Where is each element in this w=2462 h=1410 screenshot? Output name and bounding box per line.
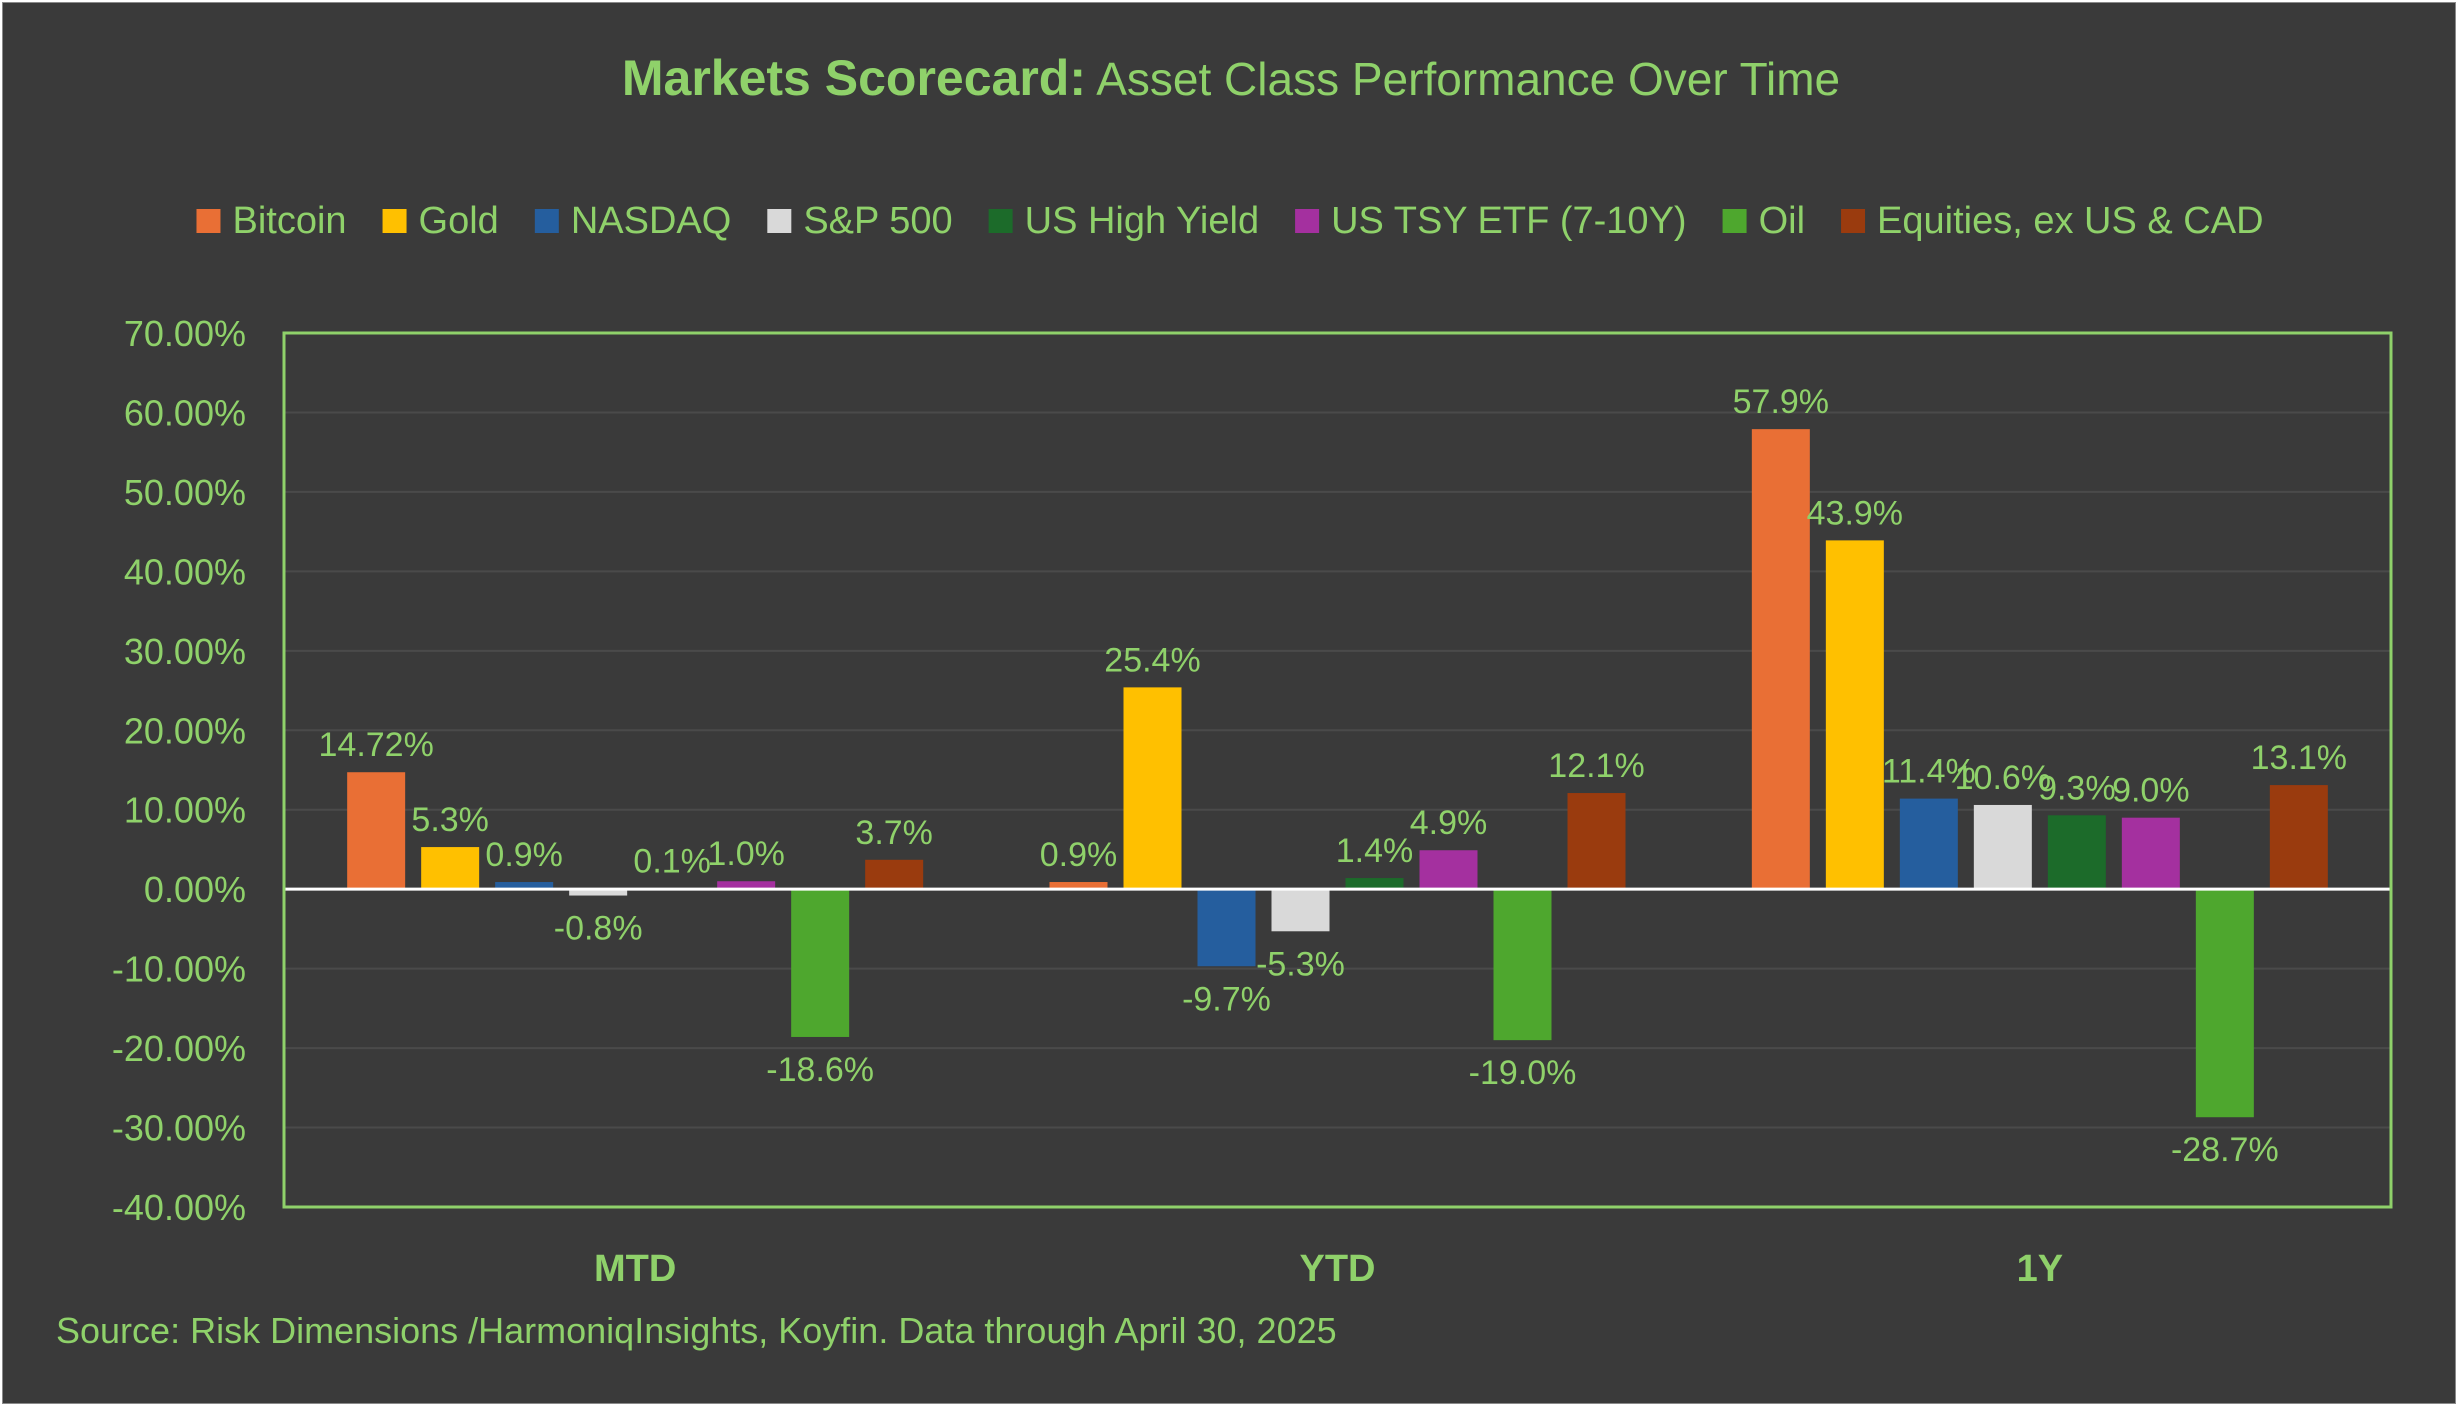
x-category-label: 1Y (2017, 1248, 2063, 1290)
data-label: 57.9% (1733, 383, 1829, 421)
legend-item: NASDAQ (534, 200, 731, 242)
data-label: 1.0% (707, 835, 785, 873)
chart-title-rest: Asset Class Performance Over Time (1086, 53, 1840, 105)
data-label: 9.0% (2112, 772, 2190, 810)
legend-label: Oil (1759, 200, 1805, 242)
y-tick-label: 40.00% (124, 551, 246, 592)
chart-svg: Markets Scorecard: Asset Class Performan… (56, 50, 2393, 1351)
legend-item: US TSY ETF (7-10Y) (1295, 200, 1687, 242)
data-label: -18.6% (766, 1051, 874, 1089)
legend-swatch (382, 209, 407, 233)
bar (1271, 889, 1330, 932)
bar (1899, 798, 1958, 890)
data-label: 0.9% (1040, 836, 1118, 874)
y-tick-label: -10.00% (112, 949, 246, 990)
legend-item: Equities, ex US & CAD (1841, 200, 2264, 242)
bar (1825, 540, 1884, 890)
bar (2269, 785, 2328, 890)
data-label: -19.0% (1469, 1054, 1577, 1092)
y-tick-label: 60.00% (124, 392, 246, 433)
y-tick-label: -30.00% (112, 1108, 246, 1149)
data-label: 25.4% (1104, 641, 1200, 679)
data-labels: 14.72%5.3%0.9%-0.8%0.1%1.0%-18.6%3.7%0.9… (319, 383, 2348, 1169)
legend-item: Bitcoin (196, 200, 347, 242)
bar (865, 859, 924, 890)
plot-area-border (282, 331, 2393, 1209)
data-label: 0.1% (633, 842, 711, 880)
x-category-label: MTD (594, 1248, 676, 1290)
bar (1567, 793, 1626, 890)
data-label: 43.9% (1807, 494, 1903, 532)
bar (1751, 429, 1810, 890)
y-tick-label: -40.00% (112, 1187, 246, 1228)
bar (495, 882, 554, 890)
data-label: -0.8% (554, 910, 643, 948)
y-tick-label: 0.00% (144, 869, 246, 910)
chart-title-bold: Markets Scorecard: (622, 50, 1086, 106)
legend-label: Bitcoin (232, 200, 346, 242)
legend-swatch (1722, 209, 1747, 233)
gridlines (284, 411, 2391, 1129)
bar (1419, 850, 1478, 890)
data-label: 11.4% (1882, 753, 1976, 791)
data-label: 14.72% (319, 726, 434, 764)
bar (1345, 878, 1404, 890)
bar (791, 889, 850, 1037)
data-label: 0.9% (485, 836, 563, 874)
bar (717, 881, 776, 890)
bar (2195, 889, 2254, 1118)
legend-item: Gold (382, 200, 499, 242)
x-axis: MTD YTD 1Y (594, 1248, 2063, 1290)
y-axis: 70.00% 60.00% 50.00% 40.00% 30.00% 20.00% 10.0… (112, 313, 246, 1228)
data-label: -28.7% (2171, 1131, 2279, 1169)
legend-label: NASDAQ (571, 200, 731, 242)
data-label: 3.7% (855, 814, 933, 852)
y-tick-label: 70.00% (124, 313, 246, 354)
chart-title: Markets Scorecard: Asset Class Performan… (622, 50, 1840, 106)
legend-swatch (1841, 209, 1866, 233)
y-tick-label: -20.00% (112, 1028, 246, 1069)
legend-item: Oil (1722, 200, 1805, 242)
bar (1973, 804, 2032, 890)
y-tick-label: 30.00% (124, 631, 246, 672)
data-label: -5.3% (1256, 945, 1345, 983)
bar (1197, 889, 1256, 967)
bar (1123, 687, 1182, 890)
y-tick-label: 10.00% (124, 790, 246, 831)
data-label: 9.3% (2038, 769, 2116, 807)
bar (2047, 815, 2106, 890)
data-label: 1.4% (1336, 832, 1414, 870)
legend-swatch (988, 209, 1013, 233)
bar (1049, 882, 1108, 890)
legend-item: US High Yield (988, 200, 1259, 242)
bar (1493, 889, 1552, 1041)
legend-label: Gold (419, 200, 499, 242)
legend-label: US High Yield (1025, 200, 1259, 242)
data-label: 5.3% (411, 801, 489, 839)
data-label: -9.7% (1182, 980, 1271, 1018)
bar (421, 847, 480, 890)
legend-swatch (767, 209, 792, 233)
bar (569, 889, 628, 896)
legend-swatch (534, 209, 559, 233)
source-note: Source: Risk Dimensions /HarmoniqInsight… (56, 1310, 1337, 1351)
data-label: 10.6% (1955, 759, 2051, 797)
bars (284, 429, 2391, 1118)
legend-label: Equities, ex US & CAD (1877, 200, 2263, 242)
legend-swatch (196, 209, 221, 233)
legend-label: US TSY ETF (7-10Y) (1331, 200, 1686, 242)
bar (2121, 817, 2180, 890)
y-tick-label: 50.00% (124, 472, 246, 513)
x-category-label: YTD (1300, 1248, 1376, 1290)
data-label: 4.9% (1410, 804, 1488, 842)
data-label: 13.1% (2251, 739, 2347, 777)
legend-item: S&P 500 (767, 200, 953, 242)
y-tick-label: 20.00% (124, 710, 246, 751)
bar (347, 772, 406, 890)
data-label: 12.1% (1548, 747, 1644, 785)
legend-swatch (1295, 209, 1320, 233)
legend-label: S&P 500 (803, 200, 952, 242)
legend: Bitcoin Gold NASDAQ S&P 500 US High Yield US … (196, 200, 2264, 242)
